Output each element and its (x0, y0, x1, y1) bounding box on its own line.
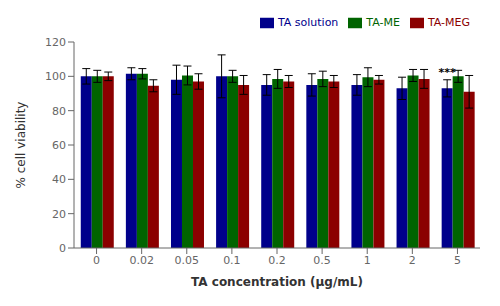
html-text:TA-MEG: TA-MEG (427, 16, 470, 29)
svg-text:1: 1 (364, 254, 371, 267)
svg-text:120: 120 (45, 36, 66, 49)
svg-text:0.2: 0.2 (268, 254, 286, 267)
svg-text:60: 60 (52, 139, 66, 152)
html-text:TA-ME: TA-ME (366, 16, 400, 29)
svg-text:0: 0 (59, 242, 66, 255)
svg-text:5: 5 (454, 254, 461, 267)
svg-text:% cell viability: % cell viability (14, 102, 28, 189)
svg-text:0.5: 0.5 (313, 254, 331, 267)
svg-text:0: 0 (93, 254, 100, 267)
svg-text:80: 80 (52, 105, 66, 118)
svg-text:TA concentration (μg/mL): TA concentration (μg/mL) (191, 275, 363, 289)
svg-text:40: 40 (52, 173, 66, 186)
svg-text:100: 100 (45, 70, 66, 83)
svg-text:20: 20 (52, 208, 66, 221)
svg-text:0.05: 0.05 (175, 254, 200, 267)
svg-text:***: *** (439, 66, 457, 79)
svg-text:2: 2 (409, 254, 416, 267)
svg-text:0.02: 0.02 (129, 254, 154, 267)
svg-text:0.1: 0.1 (223, 254, 241, 267)
html-text:TA solution: TA solution (277, 16, 339, 29)
